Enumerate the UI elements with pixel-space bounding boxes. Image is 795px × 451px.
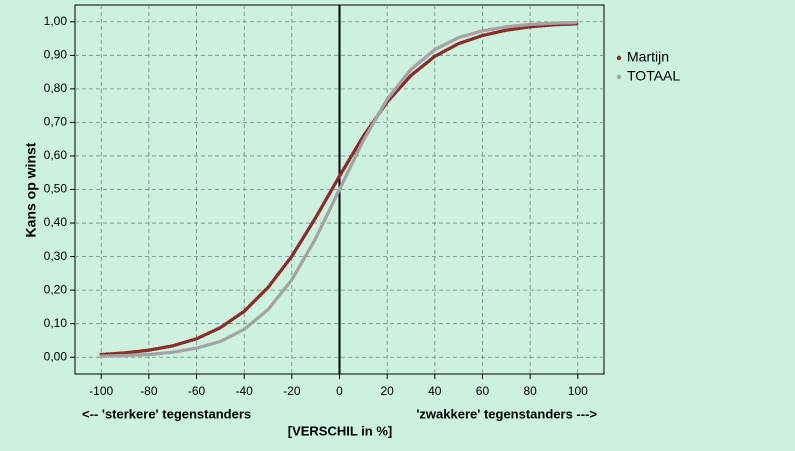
x-tick-label: 60 [476,384,490,398]
legend-label: TOTAAL [627,68,680,84]
annotation: <-- 'sterkere' tegenstanders [82,406,251,421]
y-tick-label: 0,10 [44,316,68,330]
legend-marker [616,55,622,61]
x-tick-label: 40 [428,384,442,398]
legend-marker [616,74,622,80]
y-tick-label: 0,60 [44,148,68,162]
y-tick-label: 1,00 [44,14,68,28]
y-tick-label: 0,30 [44,249,68,263]
x-tick-label: 100 [568,384,588,398]
x-tick-label: -60 [188,384,206,398]
x-axis-label: [VERSCHIL in %] [288,423,393,438]
x-tick-label: -80 [140,384,158,398]
annotation: 'zwakkere' tegenstanders ---> [416,406,597,421]
x-tick-label: 80 [523,384,537,398]
x-tick-label: -40 [236,384,254,398]
legend-label: Martijn [627,49,669,65]
x-tick-label: -100 [89,384,113,398]
y-tick-label: 0,40 [44,215,68,229]
y-tick-label: 0,70 [44,115,68,129]
series-line [99,20,580,358]
y-axis-label: Kans op winst [23,142,39,237]
x-tick-label: 20 [380,384,394,398]
y-tick-label: 0,80 [44,81,68,95]
x-tick-label: 0 [336,384,343,398]
x-tick-label: -20 [283,384,301,398]
y-tick-label: 0,00 [44,349,68,363]
series-line [99,22,580,357]
y-tick-label: 0,50 [44,182,68,196]
y-tick-label: 0,20 [44,282,68,296]
y-tick-label: 0,90 [44,47,68,61]
